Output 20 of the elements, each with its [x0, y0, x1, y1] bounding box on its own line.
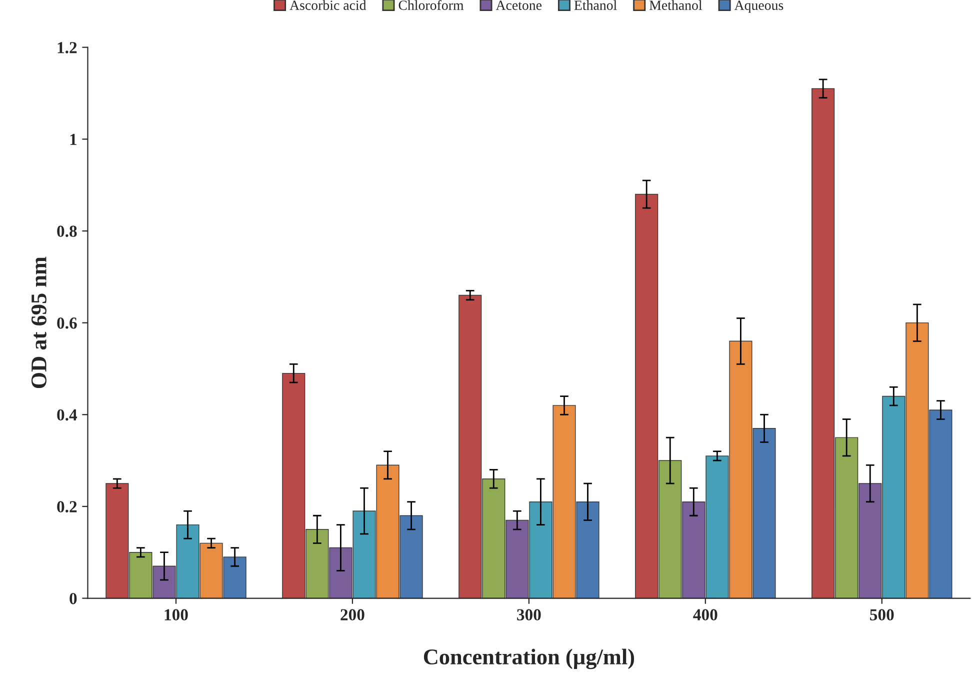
- x-tick-label: 500: [870, 609, 894, 620]
- x-tick-label: 400: [693, 609, 718, 620]
- legend-label: Aqueous: [734, 0, 784, 13]
- legend-label: Acetone: [496, 0, 542, 10]
- legend-label: Ascorbic acid: [290, 0, 366, 10]
- legend-label: Chloroform: [398, 0, 464, 10]
- y-tick-label: 0: [70, 592, 77, 604]
- x-tick-label: 100: [164, 609, 188, 620]
- y-tick-label: 1.2: [58, 42, 77, 54]
- y-tick-label: 0.2: [57, 501, 77, 512]
- x-axis-title: Concentration (µg/ml): [424, 648, 634, 670]
- x-tick-label: 200: [340, 609, 364, 620]
- y-axis-title: OD at 695 nm: [31, 256, 46, 388]
- legend-label: Methanol: [649, 0, 702, 10]
- x-tick-label: 300: [517, 609, 541, 620]
- y-tick-label: 0.4: [57, 409, 78, 421]
- legend-label: Ethanol: [574, 0, 617, 10]
- y-tick-label: 0.6: [57, 317, 77, 329]
- y-tick-label: 1: [70, 134, 76, 145]
- y-tick-label: 0.8: [57, 226, 77, 237]
